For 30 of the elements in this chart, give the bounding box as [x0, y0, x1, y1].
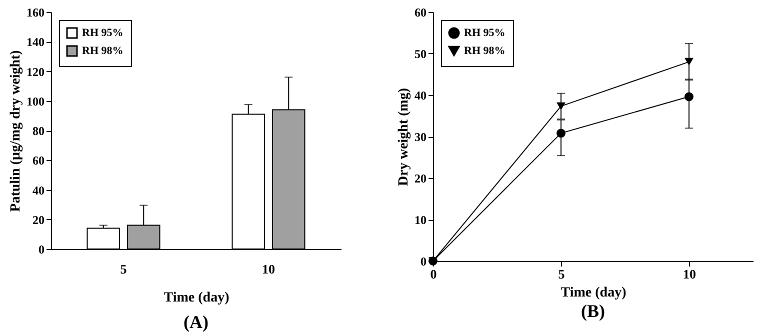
x-tick-label: 10	[262, 262, 275, 276]
y-tick-label: 10	[414, 213, 426, 227]
y-tick-label: 30	[414, 130, 426, 144]
y-tick-label: 160	[26, 6, 44, 20]
y-axis-title: Patulin (µg/mg dry weight)	[8, 50, 24, 212]
y-tick-label: 60	[32, 154, 44, 168]
y-tick-label: 60	[414, 6, 426, 20]
legend-label: RH 98%	[82, 45, 124, 57]
x-axis-title: Time (day)	[560, 286, 627, 300]
y-tick-label: 0	[38, 242, 44, 256]
legend-label: RH 95%	[82, 27, 124, 39]
y-tick-label: 120	[26, 64, 44, 79]
x-tick-label: 5	[120, 262, 128, 276]
y-axis-title: Dry weight (mg)	[396, 88, 412, 186]
x-tick-label: 0	[430, 266, 437, 282]
text: (B)	[581, 301, 605, 321]
text: (A)	[184, 312, 208, 332]
y-tick-label: 40	[32, 183, 44, 198]
y-tick-label: 20	[414, 172, 426, 186]
x-axis-title: Time (day)	[164, 290, 230, 306]
x-tick-label: 5	[558, 266, 566, 282]
y-tick-label: 40	[414, 88, 426, 102]
legend-label: RH 98%	[464, 45, 506, 57]
y-tick-label: 50	[414, 47, 426, 61]
y-tick-label: 100	[26, 94, 44, 108]
y-tick-label: 20	[32, 212, 44, 227]
x-tick-label: 10	[683, 266, 696, 282]
y-tick-label: 140	[26, 35, 44, 50]
y-tick-label: 80	[32, 124, 44, 138]
legend-label: RH 95%	[464, 27, 506, 39]
